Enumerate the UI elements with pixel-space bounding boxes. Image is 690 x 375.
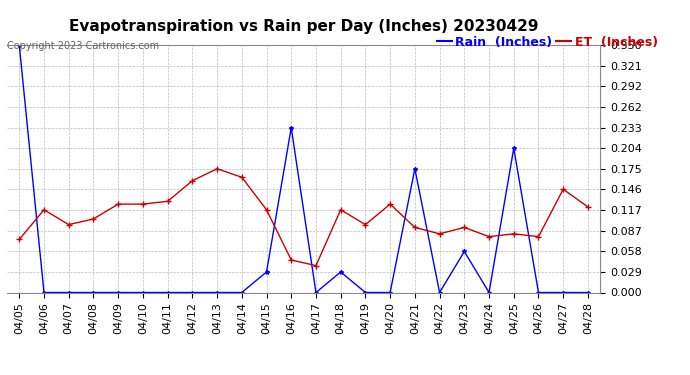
Text: Evapotranspiration vs Rain per Day (Inches) 20230429: Evapotranspiration vs Rain per Day (Inch… (69, 19, 538, 34)
Rain  (Inches) (435, 290, 444, 295)
ET  (Inches) (262, 207, 270, 212)
Rain  (Inches) (139, 290, 147, 295)
Rain  (Inches) (534, 290, 542, 295)
ET  (Inches) (114, 202, 122, 206)
Rain  (Inches) (559, 290, 567, 295)
ET  (Inches) (534, 234, 542, 239)
Line: Rain  (Inches): Rain (Inches) (17, 43, 590, 295)
ET  (Inches) (460, 225, 469, 230)
ET  (Inches) (362, 222, 370, 227)
Rain  (Inches) (237, 290, 246, 295)
ET  (Inches) (89, 217, 97, 221)
Rain  (Inches) (188, 290, 197, 295)
ET  (Inches) (411, 225, 419, 230)
Rain  (Inches) (584, 290, 592, 295)
ET  (Inches) (213, 166, 221, 171)
Rain  (Inches) (40, 290, 48, 295)
Rain  (Inches) (164, 290, 172, 295)
Rain  (Inches) (485, 290, 493, 295)
ET  (Inches) (559, 187, 567, 192)
Rain  (Inches) (213, 290, 221, 295)
ET  (Inches) (188, 178, 197, 183)
Rain  (Inches) (89, 290, 97, 295)
Rain  (Inches) (312, 290, 320, 295)
ET  (Inches) (337, 207, 345, 212)
Rain  (Inches) (510, 146, 518, 150)
ET  (Inches) (139, 202, 147, 206)
Rain  (Inches) (411, 166, 419, 171)
ET  (Inches) (312, 263, 320, 268)
Legend: Rain  (Inches), ET  (Inches): Rain (Inches), ET (Inches) (431, 31, 663, 54)
ET  (Inches) (584, 205, 592, 209)
ET  (Inches) (15, 237, 23, 242)
Text: Copyright 2023 Cartronics.com: Copyright 2023 Cartronics.com (7, 41, 159, 51)
Rain  (Inches) (15, 43, 23, 47)
Rain  (Inches) (287, 126, 295, 130)
Rain  (Inches) (114, 290, 122, 295)
ET  (Inches) (510, 231, 518, 236)
Rain  (Inches) (460, 249, 469, 254)
Rain  (Inches) (362, 290, 370, 295)
Rain  (Inches) (386, 290, 394, 295)
ET  (Inches) (435, 231, 444, 236)
ET  (Inches) (164, 199, 172, 204)
Rain  (Inches) (65, 290, 73, 295)
ET  (Inches) (40, 207, 48, 212)
Line: ET  (Inches): ET (Inches) (17, 166, 591, 268)
ET  (Inches) (485, 234, 493, 239)
ET  (Inches) (237, 175, 246, 180)
Rain  (Inches) (262, 270, 270, 274)
ET  (Inches) (386, 202, 394, 206)
ET  (Inches) (65, 222, 73, 227)
ET  (Inches) (287, 258, 295, 262)
Rain  (Inches) (337, 270, 345, 274)
